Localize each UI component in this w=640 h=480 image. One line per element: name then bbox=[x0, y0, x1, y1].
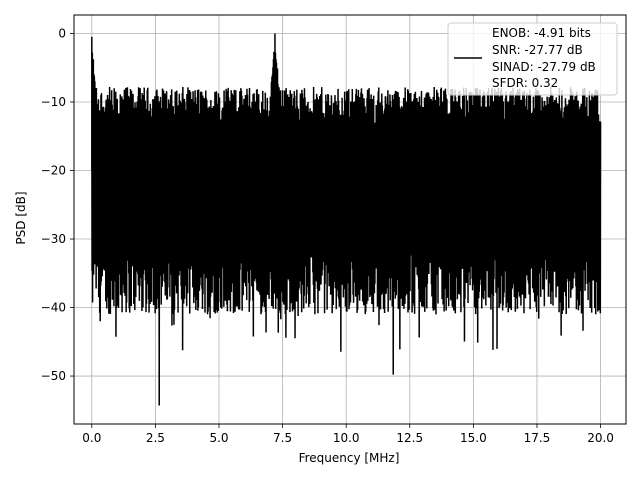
axes-frame bbox=[73, 14, 627, 425]
y-axis-label: PSD [dB] bbox=[14, 191, 28, 244]
y-tick-label: −20 bbox=[41, 164, 66, 178]
y-tick-label: −40 bbox=[41, 301, 66, 315]
y-tick-label: 0 bbox=[58, 26, 66, 40]
x-axis-label: Frequency [MHz] bbox=[299, 451, 400, 465]
legend-box bbox=[447, 22, 618, 96]
psd-series-line bbox=[91, 33, 602, 406]
legend-sinad: SINAD: -27.79 dB bbox=[492, 60, 596, 74]
x-tick-label: 10.0 bbox=[333, 431, 360, 445]
x-tick-label: 12.5 bbox=[396, 431, 423, 445]
legend-sfdr: SFDR: 0.32 bbox=[492, 76, 558, 90]
legend-enob: ENOB: -4.91 bits bbox=[492, 26, 591, 40]
y-tick-label: −50 bbox=[41, 369, 66, 383]
y-tick-label: −10 bbox=[41, 95, 66, 109]
x-tick-label: 17.5 bbox=[524, 431, 551, 445]
plot-area bbox=[91, 33, 602, 406]
x-tick-label: 0.0 bbox=[82, 431, 101, 445]
x-tick-label: 20.0 bbox=[587, 431, 614, 445]
x-tick-label: 15.0 bbox=[460, 431, 487, 445]
x-tick-label: 2.5 bbox=[146, 431, 165, 445]
y-tick-label: −30 bbox=[41, 232, 66, 246]
legend: ENOB: -4.91 bits SNR: -27.77 dB SINAD: -… bbox=[447, 22, 618, 96]
x-tick-label: 7.5 bbox=[273, 431, 292, 445]
legend-snr: SNR: -27.77 dB bbox=[492, 43, 583, 57]
x-tick-label: 5.0 bbox=[209, 431, 228, 445]
axis-ticks: 0.0 2.5 5.0 7.5 10.0 12.5 15.0 17.5 20.0 0 −10 −20 −… bbox=[41, 26, 614, 445]
